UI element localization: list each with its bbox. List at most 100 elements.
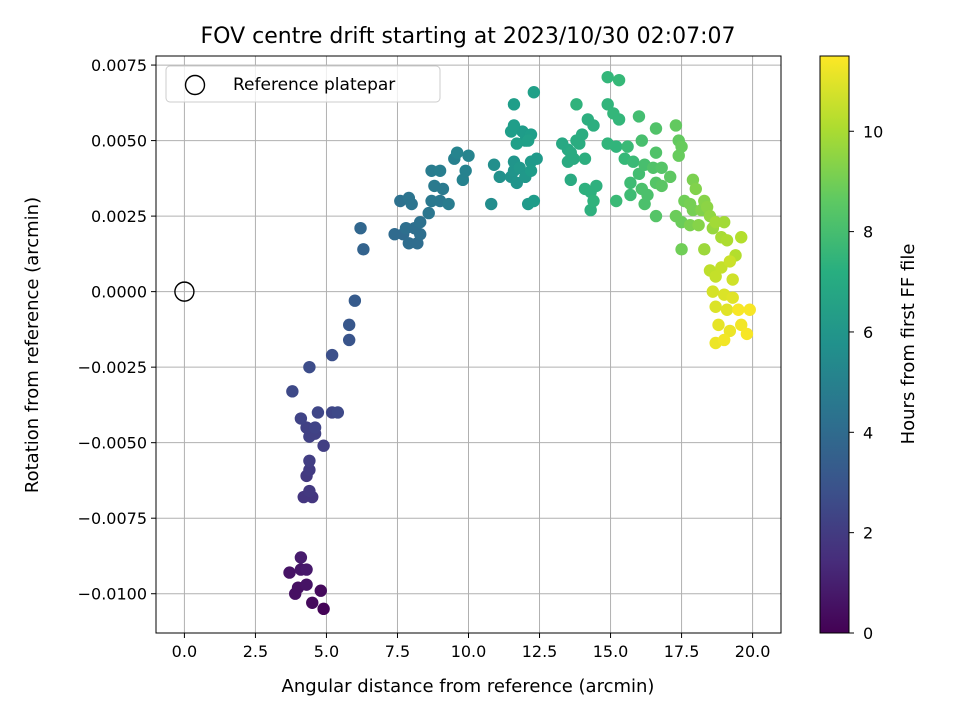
data-point — [507, 119, 521, 132]
data-point — [709, 270, 722, 283]
data-point — [286, 385, 299, 398]
data-point — [510, 137, 523, 150]
legend: Reference platepar — [165, 65, 441, 103]
data-point — [638, 197, 651, 211]
data-point — [527, 194, 541, 208]
data-point — [740, 327, 754, 341]
data-point — [493, 170, 506, 184]
data-point — [294, 412, 308, 425]
data-point — [317, 439, 330, 452]
data-point — [308, 421, 322, 434]
legend-box — [165, 65, 441, 103]
data-point — [706, 285, 720, 298]
data-point — [524, 164, 538, 177]
reference-platepar-marker — [174, 281, 195, 302]
data-point — [726, 273, 739, 286]
data-point — [672, 149, 685, 162]
data-point — [388, 228, 401, 241]
colorbar-frame — [819, 55, 850, 634]
x-tick-label: 10.0 — [451, 642, 487, 661]
y-tick-label: −0.0100 — [78, 585, 147, 604]
data-point — [683, 218, 697, 232]
data-point — [456, 173, 470, 187]
data-point — [300, 421, 313, 434]
data-point — [303, 484, 316, 498]
data-point — [414, 215, 427, 229]
data-point — [507, 98, 521, 111]
data-point — [612, 73, 626, 87]
data-point — [601, 70, 614, 84]
data-point — [303, 463, 316, 477]
data-point — [712, 318, 725, 332]
colorbar-tick-label: 0 — [863, 624, 873, 643]
data-point — [717, 215, 731, 229]
data-point — [294, 551, 308, 564]
data-point — [743, 303, 756, 316]
colorbar-label: Hours from first FF file — [898, 244, 919, 445]
data-point — [530, 152, 543, 165]
x-tick-label: 5.0 — [314, 642, 339, 661]
data-point — [357, 243, 370, 256]
grid — [156, 56, 781, 633]
data-point — [720, 303, 734, 316]
data-point — [433, 164, 447, 177]
colorbar-tick-label: 2 — [863, 524, 873, 543]
data-point — [669, 119, 683, 132]
data-point — [632, 110, 646, 123]
data-point — [709, 215, 722, 229]
x-tick-label: 0.0 — [172, 642, 197, 661]
data-point — [450, 146, 464, 159]
y-tick-label: −0.0025 — [78, 358, 147, 377]
data-point — [717, 333, 731, 347]
data-point — [709, 300, 722, 313]
data-point — [564, 173, 577, 187]
data-point — [610, 194, 623, 208]
data-point — [317, 602, 330, 616]
axes: 0.0 2.5 5.0 7.5 10.0 12.5 15.0 17.5 20.0 −0.0100 −… — [78, 55, 782, 661]
data-point — [405, 197, 418, 211]
data-point — [664, 170, 677, 184]
data-point — [627, 155, 640, 168]
data-point — [306, 596, 319, 609]
data-point — [635, 134, 648, 147]
x-tick-label: 12.5 — [522, 642, 558, 661]
y-tick-label: −0.0075 — [78, 509, 147, 528]
data-point — [646, 161, 660, 174]
plot-frame — [155, 55, 782, 634]
data-point — [655, 179, 668, 193]
data-point — [311, 406, 325, 419]
data-point — [590, 179, 603, 193]
data-point — [575, 128, 589, 141]
colorbar-tick-label: 4 — [863, 423, 873, 442]
x-axis-label: Angular distance from reference (arcmin) — [282, 676, 655, 697]
data-point — [655, 161, 668, 174]
data-point — [612, 113, 626, 126]
data-point — [462, 149, 475, 162]
chart-title: FOV centre drift starting at 2023/10/30 … — [201, 24, 736, 49]
data-point — [399, 221, 413, 235]
data-point — [624, 176, 637, 190]
data-point — [732, 303, 745, 316]
colorbar-ticks: 0 2 4 6 8 10 — [849, 122, 883, 643]
data-point — [402, 237, 416, 250]
data-point — [325, 348, 339, 362]
data-point — [735, 318, 748, 332]
data-point — [723, 255, 737, 268]
data-point — [587, 194, 600, 208]
data-point — [527, 86, 541, 99]
data-point — [726, 291, 739, 304]
y-axis-label: Rotation from reference (arcmin) — [22, 197, 43, 493]
data-point — [425, 194, 438, 208]
data-point — [348, 294, 362, 307]
data-point — [425, 164, 438, 177]
data-point — [632, 167, 646, 181]
y-tick-label: −0.0050 — [78, 434, 147, 453]
data-point — [303, 360, 316, 374]
data-point — [578, 152, 592, 165]
legend-marker-open-circle — [184, 74, 206, 96]
data-point — [331, 406, 345, 419]
x-tick-label: 7.5 — [385, 642, 410, 661]
data-point — [689, 182, 702, 196]
data-point — [300, 563, 313, 576]
